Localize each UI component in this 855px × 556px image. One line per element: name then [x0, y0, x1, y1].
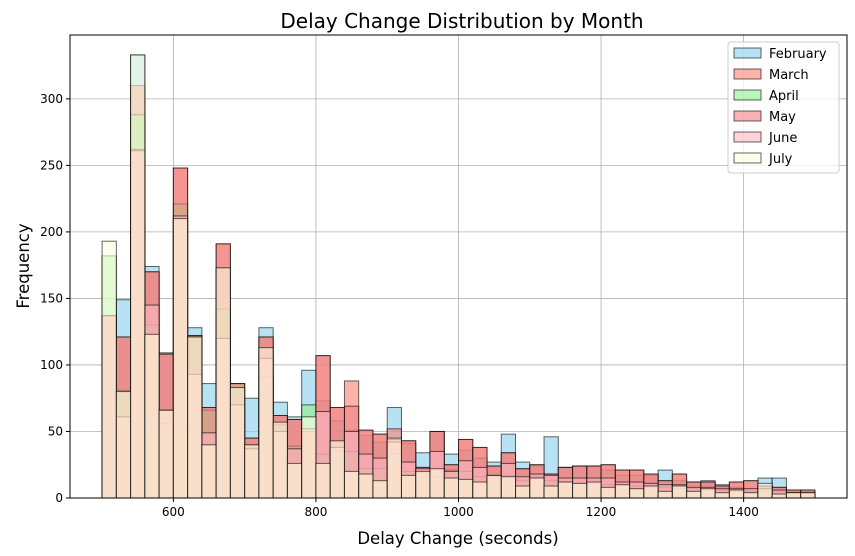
- legend: February March April May June July: [727, 41, 840, 174]
- histogram-bar: [244, 444, 260, 499]
- histogram-bar: [172, 218, 189, 499]
- histogram-bar: [800, 492, 816, 499]
- histogram-bar: [785, 492, 802, 499]
- histogram-bar: [458, 478, 474, 499]
- histogram-bar: [472, 481, 488, 499]
- histogram-bar: [757, 482, 773, 499]
- y-tick-label: 250: [40, 158, 63, 172]
- legend-label: June: [768, 131, 797, 146]
- histogram-bar: [771, 493, 787, 499]
- histogram-bar: [415, 470, 431, 499]
- legend-swatch: [733, 152, 762, 164]
- histogram-bar: [115, 391, 132, 499]
- histogram-bar: [286, 462, 303, 499]
- histogram-bar: [515, 485, 531, 499]
- legend-label: May: [769, 110, 796, 125]
- series-july-bars: [101, 54, 816, 499]
- histogram-bar: [187, 336, 203, 499]
- histogram-bar: [572, 482, 588, 499]
- histogram-bar: [130, 54, 146, 499]
- histogram-bar: [272, 421, 288, 499]
- x-tick-label: 1200: [586, 505, 617, 519]
- x-tick-label: 1000: [443, 505, 474, 519]
- legend-label: February: [769, 47, 827, 62]
- histogram-bar: [386, 437, 402, 499]
- y-tick-label: 200: [40, 225, 63, 239]
- legend-swatch: [733, 131, 762, 143]
- histogram-bar: [400, 474, 417, 499]
- histogram-bar: [728, 489, 745, 499]
- histogram-bar: [586, 481, 602, 499]
- histogram-bar: [529, 477, 545, 499]
- histogram-bar: [329, 440, 345, 499]
- legend-swatch: [733, 89, 762, 101]
- histogram-bar: [201, 444, 217, 499]
- histogram-bar: [229, 387, 246, 499]
- legend-swatch: [733, 68, 762, 80]
- histogram-bar: [429, 468, 445, 499]
- histogram-bar: [671, 485, 688, 499]
- legend-swatch: [733, 110, 762, 122]
- y-tick-label: 100: [40, 358, 63, 372]
- chart-title: Delay Change Distribution by Month: [280, 9, 643, 33]
- histogram-bars: [101, 54, 816, 499]
- y-tick-label: 0: [55, 491, 63, 505]
- x-axis-label: Delay Change (seconds): [357, 529, 558, 548]
- histogram-bar: [657, 490, 673, 499]
- histogram-bar: [301, 416, 317, 499]
- histogram-bar: [443, 477, 460, 499]
- histogram-bar: [643, 485, 659, 499]
- histogram-bar: [714, 492, 730, 499]
- histogram-bar: [358, 473, 374, 499]
- x-tick-label: 1400: [728, 505, 759, 519]
- histogram-bar: [486, 474, 502, 499]
- histogram-bar: [600, 486, 616, 499]
- legend-label: April: [769, 89, 799, 104]
- y-tick-label: 300: [40, 92, 63, 106]
- histogram-bar: [315, 462, 331, 499]
- histogram-bar: [614, 484, 631, 499]
- x-axis-ticks: 600 800 1000 1200 1400: [162, 498, 759, 519]
- histogram-bar: [500, 476, 517, 499]
- histogram-bar: [101, 240, 117, 499]
- x-tick-label: 800: [304, 505, 327, 519]
- histogram-bar: [629, 488, 645, 499]
- y-axis-ticks: 0 50 100 150 200 250 300: [40, 92, 70, 505]
- histogram-bar: [686, 490, 702, 499]
- histogram-bar: [543, 485, 559, 499]
- legend-label: July: [768, 152, 793, 167]
- histogram-bar: [372, 480, 388, 499]
- histogram-bar: [215, 267, 231, 499]
- histogram-bar: [158, 409, 174, 499]
- histogram-bar: [343, 470, 360, 499]
- histogram-bar: [700, 488, 716, 499]
- legend-swatch: [733, 47, 762, 59]
- histogram-bar: [258, 347, 274, 499]
- y-axis-label: Frequency: [14, 223, 33, 308]
- histogram-bar: [743, 492, 759, 499]
- histogram-bar: [144, 333, 160, 499]
- x-tick-label: 600: [162, 505, 185, 519]
- y-tick-label: 150: [40, 291, 63, 305]
- legend-label: March: [769, 68, 809, 83]
- histogram-bar: [557, 481, 574, 499]
- y-tick-label: 50: [48, 424, 63, 438]
